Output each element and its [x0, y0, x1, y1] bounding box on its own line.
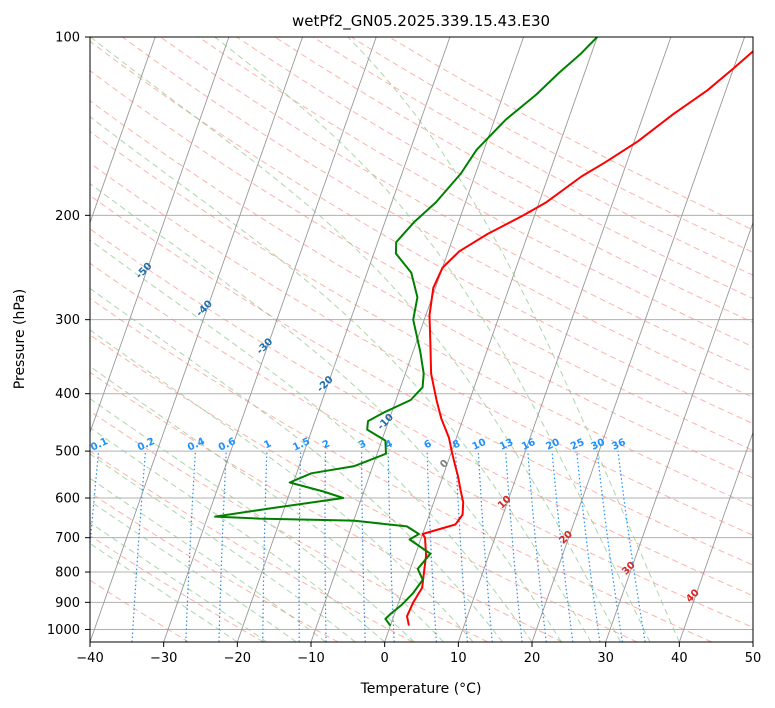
moist-adiabat [90, 500, 297, 642]
moist-adiabat [90, 477, 326, 642]
sounding-series [214, 37, 753, 627]
mixing-ratio-label: 2 [321, 438, 332, 451]
moist-adiabat [90, 239, 533, 642]
x-tick-label: 0 [381, 651, 389, 666]
x-tick-label: −10 [297, 651, 324, 666]
mixing-ratio-line [551, 451, 574, 642]
y-tick-label: 800 [55, 566, 80, 581]
y-tick-label: 900 [55, 596, 80, 611]
x-tick-label: 50 [745, 651, 762, 666]
moist-adiabat [90, 287, 503, 642]
isotherm-line [531, 37, 745, 642]
mixing-ratio-label: 25 [569, 437, 586, 453]
mixing-ratio-lines [90, 451, 646, 642]
y-tick-label: 400 [55, 387, 80, 402]
isotherms [90, 37, 753, 642]
mixing-ratio-label: 3 [357, 438, 368, 451]
dry-adiabat [90, 100, 753, 479]
plot-frame [89, 36, 754, 643]
dry-adiabat [90, 535, 264, 642]
moist-adiabats [90, 37, 680, 642]
mixing-ratio-label: 8 [451, 438, 462, 451]
dry-adiabat [90, 579, 190, 642]
y-tick-label: 700 [55, 531, 80, 546]
dry-adiabat [122, 37, 753, 398]
x-tick-label: −20 [224, 651, 251, 666]
isotherm-line [457, 37, 672, 642]
dry-adiabat [90, 297, 712, 642]
x-tick-label: 20 [524, 651, 541, 666]
x-axis-label: Temperature (°C) [360, 681, 482, 697]
dry-adiabat [236, 37, 753, 323]
mixing-ratio-label: 1 [262, 438, 273, 451]
y-axis-label: Pressure (hPa) [12, 289, 28, 389]
moist-adiabat [90, 542, 238, 642]
mixing-ratio-label: 16 [520, 437, 537, 453]
y-tick-label: 200 [55, 209, 80, 224]
dry-adiabat [90, 194, 753, 566]
moist-adiabat [90, 183, 562, 642]
x-tick-label: 40 [671, 651, 688, 666]
mixing-ratio-label: 36 [610, 437, 627, 453]
mixing-ratio-line [617, 451, 646, 642]
y-tick-label: 300 [55, 313, 80, 328]
x-tick-label: 30 [597, 651, 614, 666]
x-axis-ticks: −40 −30 −20 −10 0 10 20 30 40 50 [76, 642, 761, 666]
dry-adiabat [274, 37, 753, 300]
dry-adiabat [90, 130, 753, 507]
isotherm-line [90, 37, 303, 642]
mixing-ratio-label: 20 [544, 437, 561, 453]
mixing-ratio-label: 10 [471, 437, 488, 453]
isotherm-line [384, 37, 598, 642]
isotherm-line [90, 37, 230, 434]
mixing-ratio-label: 6 [423, 438, 434, 451]
moist-adiabat [90, 116, 592, 642]
dewpoint-profile [214, 37, 598, 627]
x-tick-label: 10 [450, 651, 467, 666]
y-tick-label: 100 [55, 31, 80, 46]
moist-adiabat [347, 37, 680, 642]
y-axis-ticks: 100 200 300 400 500 600 700 800 900 1000 [47, 31, 90, 638]
isotherm-line [90, 37, 156, 225]
mixing-ratio-line [576, 451, 601, 642]
dry-adiabat [90, 492, 339, 642]
dry-adiabat [90, 228, 753, 597]
y-tick-label: 500 [55, 445, 80, 460]
x-tick-label: −30 [150, 651, 177, 666]
mixing-ratio-label: 4 [384, 438, 395, 451]
mixing-ratio-labels: 0.1 0.2 0.4 0.6 1 1.5 2 3 4 6 8 10 13 16 20 25 30 36 [90, 436, 628, 453]
mixing-ratio-line [90, 451, 100, 551]
isotherm-line [678, 430, 753, 642]
moist-adiabat [90, 522, 268, 642]
moist-adiabat [90, 37, 621, 642]
dry-adiabat [90, 162, 753, 536]
mixing-ratio-line [527, 451, 547, 642]
mixing-ratio-label: 30 [590, 437, 607, 453]
mixing-ratio-line [477, 451, 493, 642]
dry-adiabat [90, 262, 753, 629]
x-tick-label: −40 [76, 651, 103, 666]
dry-adiabat [90, 334, 638, 642]
mixing-ratio-line [596, 451, 623, 642]
temperature-profile [406, 49, 753, 626]
dry-adiabat [90, 371, 563, 642]
y-tick-label: 600 [55, 492, 80, 507]
isotherm-line [163, 37, 377, 642]
dry-adiabat [160, 37, 753, 373]
mixing-ratio-label: 13 [498, 437, 515, 453]
isotherm-line [236, 37, 451, 642]
moist-adiabat [214, 37, 651, 642]
isotherm-line [605, 221, 753, 642]
mixing-ratio-line [505, 451, 523, 642]
y-tick-label: 1000 [47, 623, 80, 638]
chart-title: wetPf2_GN05.2025.339.15.43.E30 [292, 12, 550, 31]
